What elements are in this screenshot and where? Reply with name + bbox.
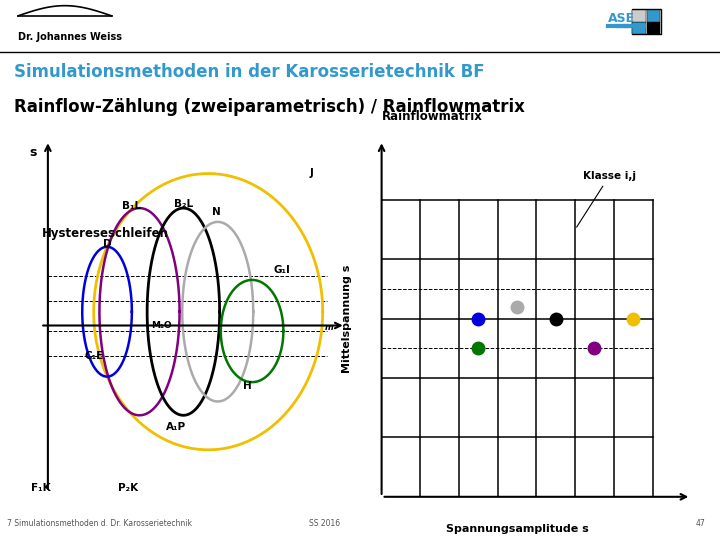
FancyBboxPatch shape (647, 22, 660, 34)
Text: Hystereseschleifen: Hystereseschleifen (42, 227, 168, 240)
FancyBboxPatch shape (632, 9, 661, 34)
Text: Mittelspannung s: Mittelspannung s (342, 265, 352, 373)
Text: F₁K: F₁K (31, 483, 50, 493)
Text: ASE: ASE (608, 12, 635, 25)
Text: B₂L: B₂L (174, 199, 193, 208)
Text: A₁P: A₁P (166, 422, 186, 433)
Text: G₁I: G₁I (273, 265, 290, 275)
FancyBboxPatch shape (632, 10, 646, 22)
Text: Rainflowmatrix: Rainflowmatrix (382, 110, 482, 123)
Text: N: N (212, 207, 221, 217)
Text: P₂K: P₂K (119, 483, 139, 493)
Text: m: m (325, 323, 334, 332)
Text: s: s (30, 146, 37, 159)
Text: H: H (243, 381, 251, 391)
Text: M₁O: M₁O (151, 321, 171, 330)
Text: SS 2016: SS 2016 (309, 519, 341, 528)
Text: Spannungsamplitude s: Spannungsamplitude s (446, 524, 588, 534)
Text: 7 Simulationsmethoden d. Dr. Karosserietechnik: 7 Simulationsmethoden d. Dr. Karosseriet… (7, 519, 192, 528)
Text: D: D (103, 239, 112, 249)
Text: 47: 47 (696, 519, 706, 528)
FancyBboxPatch shape (632, 22, 646, 34)
Text: Dr. Johannes Weiss: Dr. Johannes Weiss (18, 32, 122, 42)
Text: Simulationsmethoden in der Karosserietechnik BF: Simulationsmethoden in der Karosserietec… (14, 63, 485, 80)
FancyBboxPatch shape (647, 10, 660, 22)
Text: Rainflow-Zählung (zweiparametrisch) / Rainflowmatrix: Rainflow-Zählung (zweiparametrisch) / Ra… (14, 98, 526, 116)
Text: C₁E: C₁E (84, 350, 104, 361)
Text: Klasse i,j: Klasse i,j (577, 171, 636, 227)
Text: B₁L: B₁L (122, 201, 141, 212)
Text: a: a (514, 538, 520, 540)
Text: J: J (310, 168, 313, 178)
